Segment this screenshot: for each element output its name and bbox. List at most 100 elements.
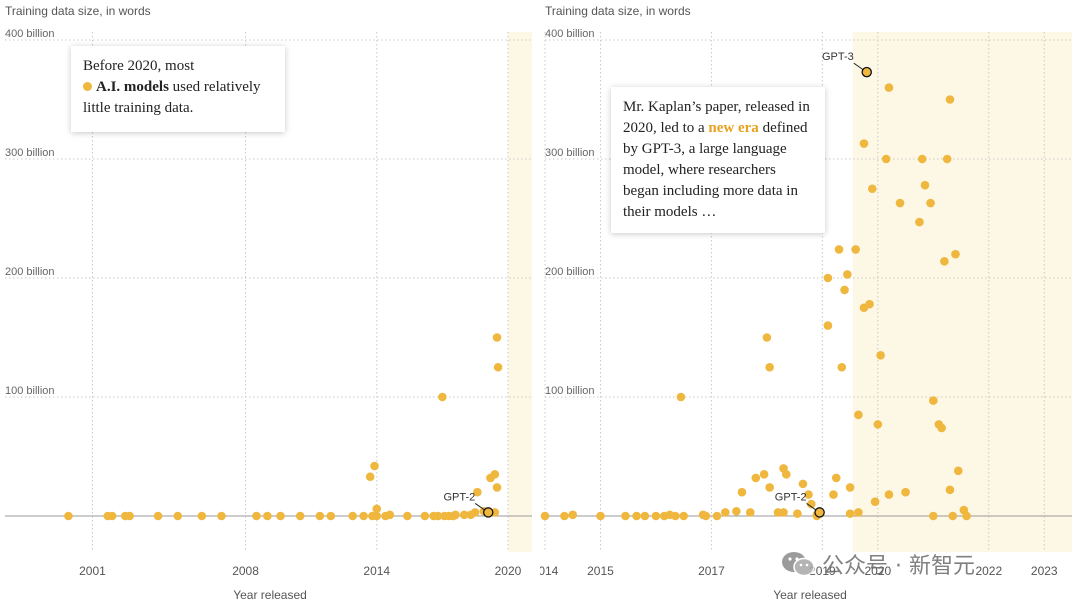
data-point xyxy=(107,511,117,521)
data-point xyxy=(867,184,877,194)
left-y-axis-title: Training data size, in words xyxy=(5,4,151,18)
right-callout-highlight: new era xyxy=(708,120,759,136)
post-2020-highlight-region xyxy=(507,32,532,552)
data-point xyxy=(804,490,813,499)
x-tick-label: 2019 xyxy=(809,564,836,578)
data-point xyxy=(295,511,305,521)
data-point xyxy=(765,483,774,492)
data-point xyxy=(962,511,971,521)
data-point xyxy=(197,511,207,521)
right-callout-line2a: 2020, led to a xyxy=(623,120,709,136)
data-point xyxy=(759,470,769,479)
data-point xyxy=(937,423,946,433)
y-tick-label: 100 billion xyxy=(5,385,55,397)
data-point xyxy=(870,497,880,507)
highlighted-data-point xyxy=(861,66,872,78)
right-y-axis-title: Training data size, in words xyxy=(545,4,691,18)
data-point xyxy=(64,511,73,521)
right-callout-line6: their models … xyxy=(623,204,717,220)
data-point xyxy=(865,299,874,309)
data-point xyxy=(252,511,261,521)
data-point xyxy=(385,510,395,520)
data-point xyxy=(806,499,816,509)
x-tick-label: 2020 xyxy=(495,564,522,578)
data-point xyxy=(492,483,502,492)
data-point xyxy=(823,273,833,283)
data-point xyxy=(315,511,325,521)
data-point xyxy=(459,510,469,520)
x-tick-label: 2008 xyxy=(232,564,259,578)
y-tick-label: 100 billion xyxy=(545,385,595,397)
data-point xyxy=(951,249,960,259)
left-callout-line3: little training data. xyxy=(83,100,194,116)
wechat-icon xyxy=(780,549,816,579)
data-point xyxy=(359,511,368,521)
data-point xyxy=(917,154,927,164)
data-point xyxy=(420,511,430,521)
data-point xyxy=(851,245,860,254)
data-point xyxy=(798,479,808,489)
highlighted-data-point xyxy=(483,507,494,518)
data-point xyxy=(845,509,855,518)
data-point xyxy=(540,511,550,521)
annotation-label: GPT-2 xyxy=(443,491,475,503)
annotation-leader-line xyxy=(853,62,865,71)
data-point xyxy=(845,483,855,492)
data-point xyxy=(920,180,930,190)
annotation-leader-line xyxy=(474,503,486,511)
right-callout-line5: began including more data in xyxy=(623,183,798,199)
highlighted-data-point xyxy=(814,507,825,518)
x-tick-label: 2020 xyxy=(864,564,891,578)
data-point xyxy=(840,285,849,295)
data-point xyxy=(926,198,935,208)
data-point xyxy=(125,511,134,521)
data-point xyxy=(823,321,833,330)
data-point xyxy=(493,362,503,372)
data-point xyxy=(438,392,447,402)
data-point xyxy=(370,461,379,471)
data-point xyxy=(737,487,747,497)
data-point xyxy=(173,511,183,521)
x-tick-label: 2001 xyxy=(79,564,106,578)
data-point xyxy=(948,511,958,521)
y-tick-label: 400 billion xyxy=(545,28,595,40)
y-tick-label: 200 billion xyxy=(5,266,55,278)
annotation-leader-line xyxy=(806,503,817,511)
data-point xyxy=(632,511,641,521)
x-tick-label: 2022 xyxy=(975,564,1002,578)
data-point xyxy=(854,508,863,517)
y-tick-label: 300 billion xyxy=(5,147,55,159)
data-point xyxy=(884,83,894,92)
watermark: 公众号 · 新智元 xyxy=(780,544,975,584)
data-point xyxy=(348,511,357,521)
data-point xyxy=(881,154,891,164)
data-point xyxy=(762,333,772,342)
data-point xyxy=(929,396,938,405)
right-callout: Mr. Kaplan’s paper, released in 2020, le… xyxy=(611,87,825,233)
data-point xyxy=(779,508,788,517)
left-scatter-chart: 100 billion 200 billion 300 billion 400 bil… xyxy=(5,28,532,578)
left-callout: Before 2020, most A.I. models used relat… xyxy=(71,46,285,132)
data-point xyxy=(470,508,480,517)
data-point xyxy=(945,95,955,104)
data-point xyxy=(263,511,272,521)
watermark-text: 公众号 · 新智元 xyxy=(822,554,975,579)
y-tick-label: 400 billion xyxy=(5,28,55,40)
data-point xyxy=(942,154,952,164)
right-callout-line3: by GPT-3, a large language xyxy=(623,141,787,157)
right-callout-line4: model, where researchers xyxy=(623,162,776,178)
data-point xyxy=(953,466,963,476)
right-chart-panel: 100 billion 200 billion 300 billion 400 bil… xyxy=(540,0,1080,606)
data-point xyxy=(859,139,869,148)
left-callout-line1: Before 2020, most xyxy=(83,58,195,74)
data-point xyxy=(368,511,377,521)
data-point xyxy=(679,511,688,521)
left-callout-bold: A.I. models xyxy=(96,79,169,95)
data-point xyxy=(153,511,163,521)
post-2020-highlight-region xyxy=(852,32,1072,552)
data-point xyxy=(490,470,500,479)
data-point xyxy=(901,487,910,497)
x-tick-label: 2017 xyxy=(698,564,725,578)
data-point xyxy=(217,511,226,521)
data-point xyxy=(365,472,375,482)
